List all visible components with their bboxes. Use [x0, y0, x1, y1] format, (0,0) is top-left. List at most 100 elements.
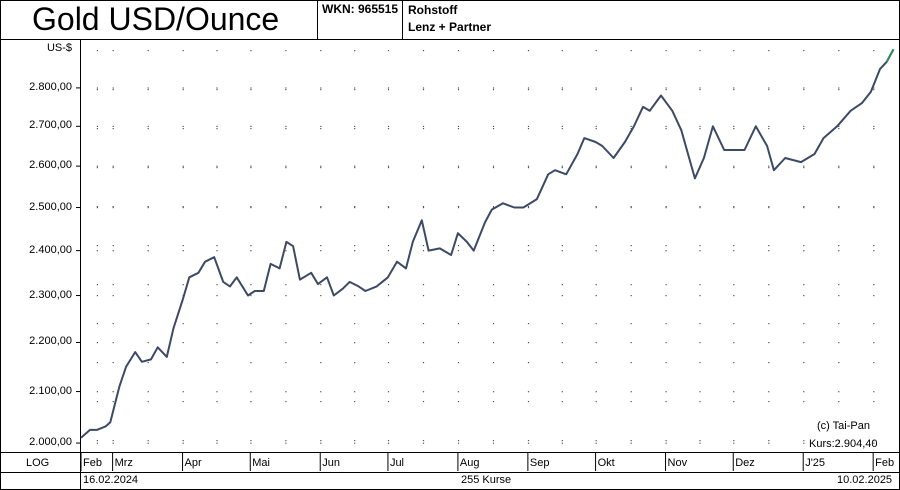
grid-dot [595, 206, 597, 208]
grid-dot [492, 391, 495, 393]
grid-dot [492, 401, 495, 403]
grid-dot [422, 362, 425, 364]
grid-dot [803, 128, 805, 130]
grid-dot [768, 401, 770, 403]
grid-dot [768, 89, 770, 91]
grid-dot [285, 128, 287, 130]
grid-dot [630, 323, 632, 325]
grid-dot [665, 362, 667, 364]
y-tick-label: 2.100,00 [29, 384, 72, 397]
grid-dot [147, 391, 149, 393]
grid-dot [838, 50, 840, 52]
grid-dot [457, 87, 460, 89]
grid-dot [492, 206, 495, 208]
grid-dot [285, 342, 287, 344]
grid-dot [492, 87, 495, 89]
grid-dot [527, 440, 530, 442]
y-tick-label: 2.200,00 [29, 335, 72, 348]
grid-dot [561, 207, 563, 209]
grid-dot [387, 442, 390, 444]
grid-dot [561, 401, 563, 403]
grid-dot [838, 284, 840, 286]
grid-dot [112, 89, 114, 91]
grid-dot [873, 440, 875, 442]
grid-dot [838, 342, 840, 344]
grid-dot [250, 250, 252, 252]
grid-dot [147, 125, 149, 127]
grid-dot [733, 207, 735, 209]
y-tick-label: 2.400,00 [29, 243, 72, 256]
grid-dot [182, 128, 184, 130]
grid-dot [387, 125, 390, 127]
grid-dot [733, 87, 735, 89]
grid-dot [630, 442, 632, 444]
grid-dot [527, 284, 530, 286]
grid-dot [216, 206, 218, 208]
grid-dot [665, 401, 667, 403]
x-axis-line [0, 452, 900, 453]
grid-dot [320, 323, 322, 325]
grid-dot [803, 442, 805, 444]
last-price-label: Kurs:2.904,40 [809, 438, 878, 450]
grid-dot [422, 89, 425, 91]
grid-dot [320, 87, 322, 89]
grid-dot [387, 342, 390, 344]
grid-dot [665, 207, 667, 209]
grid-dot [561, 206, 563, 208]
grid-dot [699, 50, 701, 52]
grid-dot [492, 89, 495, 91]
grid-dot [250, 50, 252, 52]
grid-dot [665, 245, 667, 247]
grid-dot [457, 295, 460, 297]
scale-label: LOG [26, 457, 50, 469]
grid-dot [387, 295, 390, 297]
grid-dot [768, 295, 770, 297]
grid-dot [320, 342, 322, 344]
grid-dot [527, 295, 530, 297]
grid-dot [96, 206, 98, 208]
grid-dot [733, 342, 735, 344]
grid-dot [182, 207, 184, 209]
grid-dot [803, 89, 805, 91]
grid-dot [630, 342, 632, 344]
x-tick-label: Apr [184, 457, 202, 469]
grid-dot [182, 50, 184, 52]
grid-dot [527, 128, 530, 130]
grid-dot [457, 401, 460, 403]
grid-dot [354, 401, 356, 403]
grid-dot [733, 206, 735, 208]
grid-dot [285, 440, 287, 442]
grid-dot [527, 401, 530, 403]
grid-dot [112, 245, 114, 247]
grid-dot [182, 342, 184, 344]
grid-dot [457, 440, 460, 442]
grid-dot [768, 250, 770, 252]
grid-dot [285, 87, 287, 89]
x-tick-label: Mai [252, 457, 270, 469]
grid-dot [285, 167, 287, 169]
grid-dot [182, 206, 184, 208]
grid-dot [320, 165, 322, 167]
grid-dot [699, 207, 701, 209]
provider-label: Lenz + Partner [408, 20, 492, 34]
grid-dot [733, 125, 735, 127]
grid-dot [492, 323, 495, 325]
grid-dot [457, 125, 460, 127]
grid-dot [838, 401, 840, 403]
grid-dot [250, 440, 252, 442]
grid-dot [699, 440, 701, 442]
grid-dot [147, 165, 149, 167]
grid-dot [699, 128, 701, 130]
grid-dot [354, 440, 356, 442]
grid-dot [733, 89, 735, 91]
grid-dot [699, 323, 701, 325]
grid-dot [873, 284, 875, 286]
grid-dot [492, 362, 495, 364]
grid-dot [96, 50, 98, 52]
grid-dot [96, 284, 98, 286]
grid-dot [873, 391, 875, 393]
grid-dot [527, 391, 530, 393]
quote-count: 255 Kurse [461, 474, 512, 486]
grid-dot [457, 284, 460, 286]
grid-dot [595, 323, 597, 325]
